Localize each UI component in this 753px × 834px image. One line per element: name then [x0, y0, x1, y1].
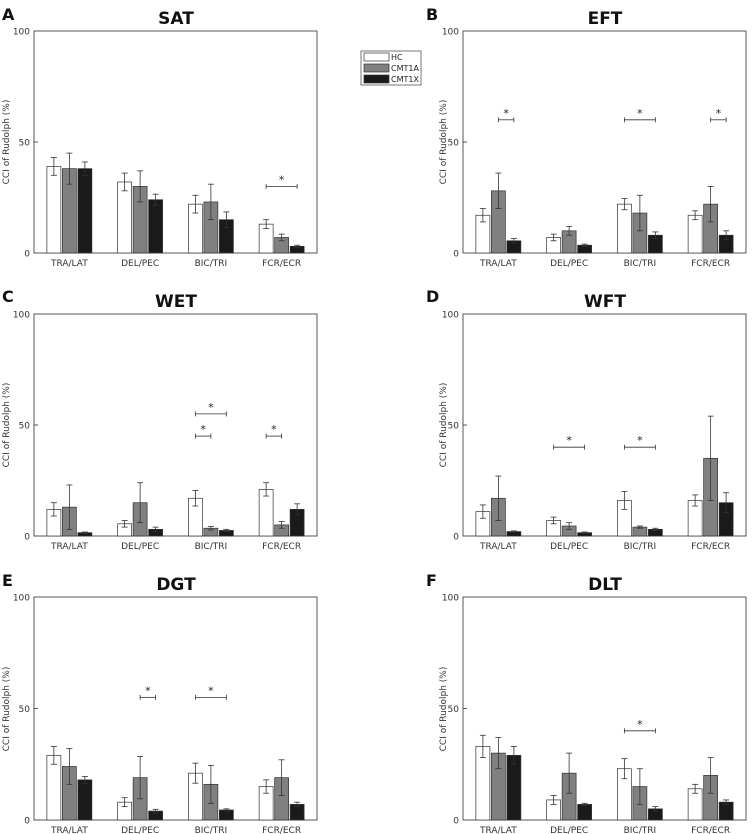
x-tick-label: DEL/PEC — [121, 826, 159, 834]
y-axis-label: CCI of Rudolph (%) — [439, 100, 449, 185]
panel-letter: D — [426, 287, 439, 306]
bar-hc — [46, 754, 62, 821]
bar-cmt1x — [718, 801, 734, 821]
panel-f: F DLT CCI of Rudolph (%) 0 50 100 TRA/LAT DEL/P… — [426, 571, 747, 834]
x-tick-label: TRA/LAT — [479, 259, 517, 269]
bar-hc — [46, 166, 62, 254]
x-tick-label: DEL/PEC — [550, 542, 588, 552]
x-tick-label: FCR/ECR — [262, 542, 301, 552]
bar-cmt1x — [77, 779, 93, 821]
x-tick-label: BIC/TRI — [624, 259, 657, 269]
legend-label-hc: HC — [391, 53, 403, 62]
y-axis-label: CCI of Rudolph (%) — [2, 100, 12, 185]
significance-marker: * — [208, 684, 214, 697]
x-tick-label: FCR/ECR — [691, 259, 730, 269]
significance-marker: * — [637, 718, 643, 731]
y-tick-label: 0 — [24, 250, 30, 260]
x-tick-label: TRA/LAT — [50, 826, 88, 834]
panel-a: A SAT CCI of Rudolph (%) 0 50 100 TRA/LAT DEL/P… — [2, 5, 318, 269]
y-tick-label: 50 — [448, 705, 460, 715]
significance-marker: * — [208, 401, 214, 414]
bar-cmt1x — [77, 168, 93, 254]
legend-label-cmt1x: CMT1X — [391, 75, 419, 84]
y-tick-label: 100 — [442, 594, 459, 604]
significance-marker: * — [566, 434, 572, 447]
significance-marker: * — [271, 423, 277, 436]
y-tick-label: 0 — [24, 533, 30, 543]
bar-cmt1x — [506, 754, 522, 821]
bar-hc — [687, 214, 703, 254]
y-axis-label: CCI of Rudolph (%) — [2, 383, 12, 468]
panel-letter: B — [426, 5, 438, 24]
x-tick-label: BIC/TRI — [624, 542, 657, 552]
x-tick-label: DEL/PEC — [550, 826, 588, 834]
y-tick-label: 0 — [453, 250, 459, 260]
y-tick-label: 100 — [13, 28, 30, 38]
x-tick-label: DEL/PEC — [121, 542, 159, 552]
y-tick-label: 50 — [448, 422, 460, 432]
legend-swatch-cmt1a — [363, 63, 390, 73]
bar-cmt1x — [577, 804, 592, 821]
x-tick-label: DEL/PEC — [121, 259, 159, 269]
panel-b: B EFT CCI of Rudolph (%) 0 50 100 TRA/LAT DEL/P… — [426, 5, 747, 269]
x-tick-label: TRA/LAT — [50, 259, 88, 269]
x-tick-label: FCR/ECR — [691, 542, 730, 552]
panel-title: WET — [155, 292, 197, 312]
legend: HC CMT1A CMT1X — [360, 50, 422, 86]
x-tick-label: BIC/TRI — [195, 259, 228, 269]
y-tick-label: 50 — [448, 139, 460, 149]
significance-marker: * — [637, 434, 643, 447]
panel-title: SAT — [158, 9, 194, 29]
significance-marker: * — [637, 107, 643, 120]
y-tick-label: 0 — [24, 817, 30, 827]
panel-title: DGT — [156, 575, 196, 595]
x-tick-label: TRA/LAT — [479, 826, 517, 834]
x-tick-label: DEL/PEC — [550, 259, 588, 269]
panel-letter: C — [2, 287, 14, 306]
legend-swatch-cmt1x — [363, 74, 390, 84]
y-axis-label: CCI of Rudolph (%) — [439, 667, 449, 752]
significance-marker: * — [716, 107, 722, 120]
y-axis-label: CCI of Rudolph (%) — [2, 667, 12, 752]
panel-e: E DGT CCI of Rudolph (%) 0 50 100 TRA/LAT DEL/P… — [2, 571, 318, 834]
bar-cmt1x — [148, 199, 163, 254]
panel-letter: F — [426, 571, 437, 590]
x-tick-label: BIC/TRI — [624, 826, 657, 834]
legend-swatch-hc — [363, 52, 390, 62]
significance-marker: * — [145, 684, 151, 697]
y-tick-label: 0 — [453, 533, 459, 543]
panel-title: EFT — [588, 9, 623, 29]
x-tick-label: TRA/LAT — [50, 542, 88, 552]
panel-letter: E — [2, 571, 13, 590]
y-tick-label: 100 — [13, 311, 30, 321]
x-tick-label: BIC/TRI — [195, 826, 228, 834]
y-tick-label: 100 — [442, 28, 459, 38]
panel-d: D WFT CCI of Rudolph (%) 0 50 100 TRA/LAT DEL/P… — [426, 287, 747, 552]
y-tick-label: 100 — [13, 594, 30, 604]
bar-hc — [117, 181, 132, 254]
panel-title: DLT — [588, 575, 622, 595]
significance-marker: * — [503, 107, 509, 120]
y-tick-label: 50 — [19, 139, 31, 149]
x-tick-label: FCR/ECR — [262, 259, 301, 269]
x-tick-label: FCR/ECR — [691, 826, 730, 834]
y-tick-label: 50 — [19, 422, 31, 432]
significance-marker: * — [200, 423, 206, 436]
y-tick-label: 50 — [19, 705, 31, 715]
panel-title: WFT — [584, 292, 626, 312]
x-tick-label: FCR/ECR — [262, 826, 301, 834]
x-tick-label: TRA/LAT — [479, 542, 517, 552]
bar-hc — [617, 203, 632, 254]
significance-marker: * — [279, 173, 285, 186]
x-tick-label: BIC/TRI — [195, 542, 228, 552]
y-tick-label: 0 — [453, 817, 459, 827]
y-axis-label: CCI of Rudolph (%) — [439, 383, 449, 468]
legend-label-cmt1a: CMT1A — [391, 64, 419, 73]
panel-letter: A — [2, 5, 15, 24]
panel-c: C WET CCI of Rudolph (%) 0 50 100 TRA/LAT DEL/P… — [2, 287, 318, 552]
y-tick-label: 100 — [442, 311, 459, 321]
